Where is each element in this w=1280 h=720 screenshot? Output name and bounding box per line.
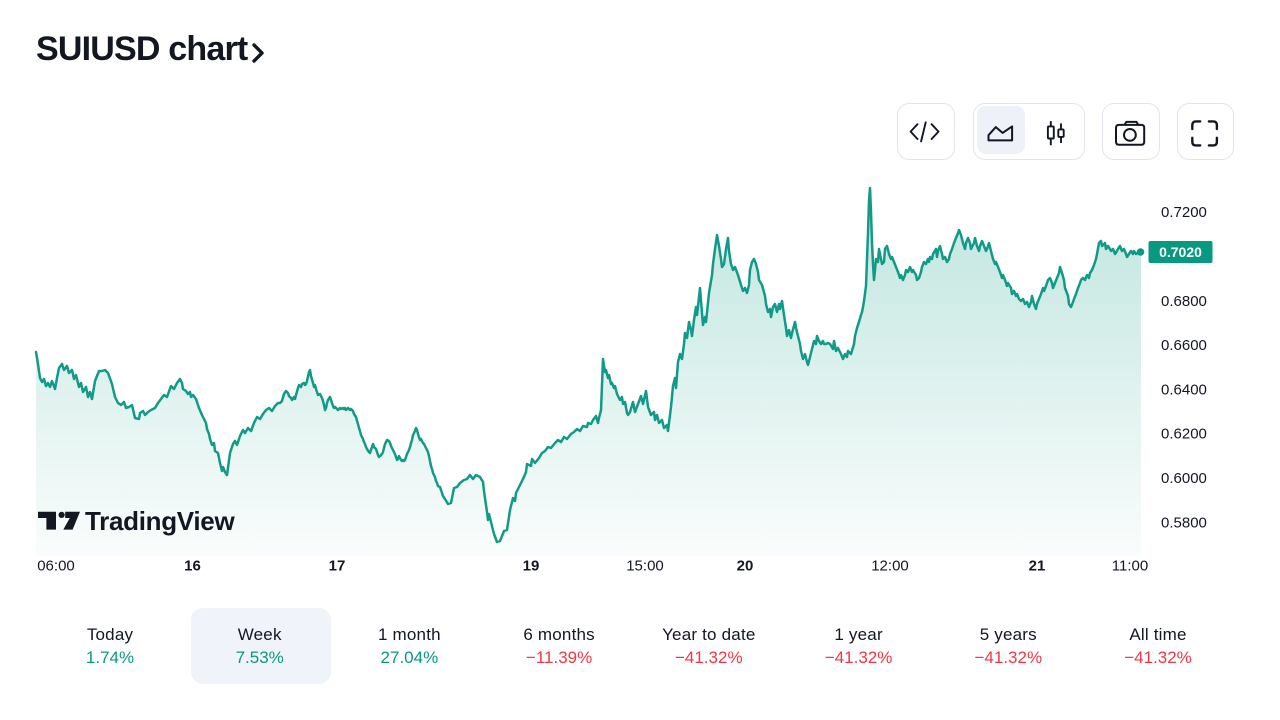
svg-text:0.6800: 0.6800 [1161,293,1207,310]
svg-text:06:00: 06:00 [37,558,75,575]
svg-text:0.6200: 0.6200 [1161,426,1207,443]
svg-text:0.6400: 0.6400 [1161,381,1207,398]
svg-text:0.7020: 0.7020 [1159,244,1202,260]
svg-text:17: 17 [329,558,346,575]
svg-text:20: 20 [737,558,754,575]
svg-text:0.6600: 0.6600 [1161,337,1207,354]
svg-text:0.7200: 0.7200 [1161,204,1207,221]
svg-text:15:00: 15:00 [626,558,664,575]
svg-text:16: 16 [184,558,201,575]
svg-text:TradingView: TradingView [85,506,235,536]
svg-text:0.5800: 0.5800 [1161,514,1207,531]
svg-text:21: 21 [1029,558,1046,575]
svg-text:19: 19 [523,558,540,575]
svg-text:12:00: 12:00 [871,558,909,575]
svg-text:11:00: 11:00 [1112,558,1148,575]
svg-text:0.6000: 0.6000 [1161,470,1207,487]
